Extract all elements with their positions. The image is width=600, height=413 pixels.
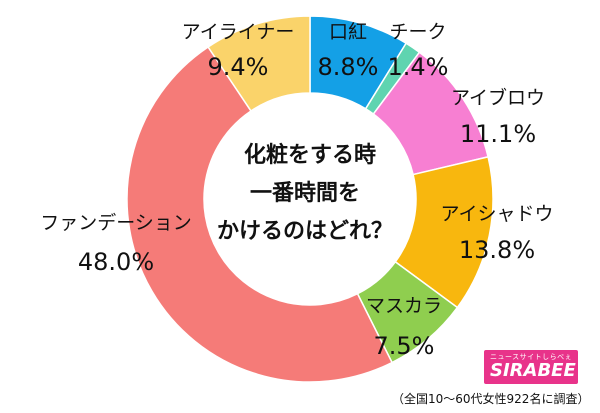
logo-tagline: ニュースサイトしらべぇ bbox=[490, 353, 573, 361]
labels-group: 口紅 8.8% チーク 1.4%アイブロウ 11.1% アイシャドウ 13.8% マスカラ 7.… bbox=[40, 21, 553, 360]
center-title: 化粧をする時 一番時間を かけるのはどれ？ bbox=[217, 142, 393, 244]
sirabee-logo: ニュースサイトしらべぇ SIRABEE bbox=[484, 350, 578, 384]
slice-value-3: 13.8% bbox=[459, 236, 535, 264]
slices-group bbox=[126, 15, 494, 383]
slice-value-6: 9.4% bbox=[208, 53, 269, 81]
center-title-line-3: かけるのはどれ？ bbox=[217, 219, 393, 244]
slice-label-0: 口紅 bbox=[329, 21, 367, 43]
logo-name: SIRABEE bbox=[490, 360, 576, 381]
slice-value-1: 1.4% bbox=[388, 53, 449, 81]
slice-label-5: ファンデーション bbox=[40, 212, 192, 234]
slice-value-4: 7.5% bbox=[374, 332, 435, 360]
survey-footnote: （全国10〜60代女性922名に調査） bbox=[392, 392, 590, 406]
slice-value-5: 48.0% bbox=[78, 248, 154, 276]
slice-label-4: マスカラ bbox=[366, 295, 442, 317]
slice-5 bbox=[126, 45, 394, 383]
slice-6 bbox=[207, 15, 311, 112]
slice-label-3: アイシャドウ bbox=[440, 203, 553, 225]
center-title-line-1: 化粧をする時 bbox=[244, 142, 376, 168]
slice-value-0: 8.8% bbox=[318, 53, 379, 81]
slice-label-1: チーク bbox=[389, 21, 446, 43]
slice-label-2: アイブロウ bbox=[451, 86, 545, 109]
slice-label-6: アイライナー bbox=[182, 21, 295, 43]
center-title-line-2: 一番時間を bbox=[250, 181, 360, 206]
slice-value-2: 11.1% bbox=[460, 120, 536, 148]
